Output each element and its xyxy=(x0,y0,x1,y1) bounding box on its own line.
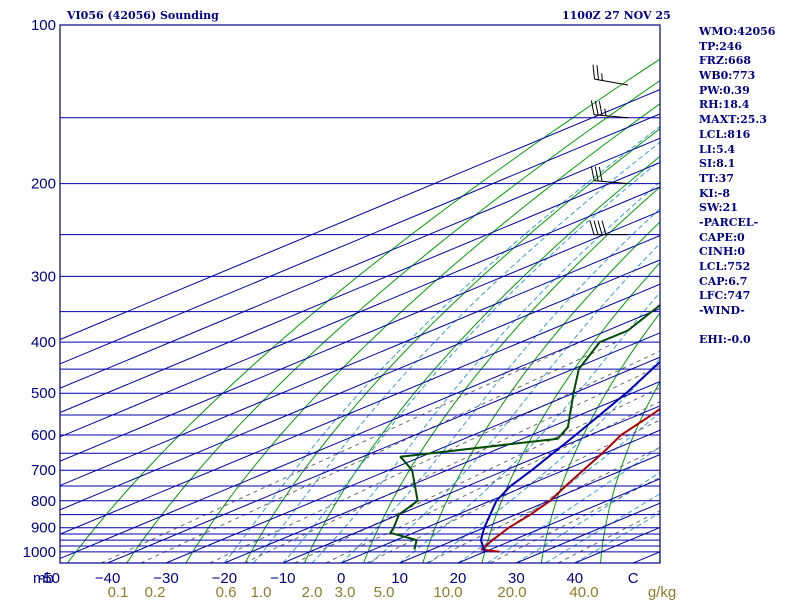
isotherm-line xyxy=(60,308,660,560)
mixing-ratio-line xyxy=(100,341,581,563)
temperature-tick-label: 0 xyxy=(337,570,345,587)
index-line: LCL:752 xyxy=(699,260,751,273)
mixing-ratio-label: 10.0 xyxy=(433,584,462,600)
isotherm-line xyxy=(60,210,660,462)
dry-adiabat-line xyxy=(126,79,660,563)
pressure-tick-label: 400 xyxy=(31,334,56,351)
index-line: WMO:42056 xyxy=(699,25,776,38)
mixing-ratio-line xyxy=(294,387,660,563)
index-line xyxy=(699,319,775,334)
wind-barb xyxy=(590,166,629,185)
index-line: TT:37 xyxy=(699,171,734,185)
dewpoint-trace xyxy=(389,303,660,550)
index-line: LCL:816 xyxy=(699,127,751,141)
pressure-tick-label: 1000 xyxy=(23,544,56,561)
temperature-tick-label: 30 xyxy=(508,570,525,587)
index-line: FRZ:668 xyxy=(699,54,752,68)
index-line: MAXT:25.3 xyxy=(699,113,767,127)
mixing-ratio-line xyxy=(140,341,617,563)
isotherm-line xyxy=(60,89,660,341)
pressure-unit-label: mb xyxy=(33,570,54,587)
pressure-tick-label: 100 xyxy=(31,17,56,34)
mixing-ratio-label: 40.0 xyxy=(569,584,598,600)
mixing-ratio-unit-label: g/kg xyxy=(648,584,676,600)
index-line: -PARCEL- xyxy=(699,215,759,229)
temperature-tick-label: −10 xyxy=(270,570,295,587)
mixing-ratio-label: 5.0 xyxy=(374,584,395,600)
temperature-tick-label: 20 xyxy=(450,570,467,587)
index-line: SW:21 xyxy=(699,201,738,215)
isotherm-line xyxy=(60,235,660,487)
pressure-tick-label: 800 xyxy=(31,493,56,510)
temperature-trace xyxy=(480,407,660,553)
index-line: KI:-8 xyxy=(699,186,730,200)
temperature-tick-label: C xyxy=(628,570,639,587)
isotherm-line xyxy=(60,137,660,389)
mixing-ratio-label: 20.0 xyxy=(497,584,526,600)
dry-adiabat-line xyxy=(185,103,660,563)
isotherm-line xyxy=(107,332,660,563)
isotherm-line xyxy=(165,356,660,563)
index-line: -WIND- xyxy=(699,304,745,318)
index-line: PW:0.39 xyxy=(699,83,750,97)
dry-adiabat-line xyxy=(775,25,800,565)
mixing-ratio-label: 0.1 xyxy=(108,584,129,600)
index-line: CINH:0 xyxy=(699,245,746,259)
moist-adiabat-line xyxy=(282,159,660,563)
pressure-tick-label: 700 xyxy=(31,462,56,479)
mixing-ratio-line xyxy=(244,365,660,563)
pressure-tick-label: 200 xyxy=(31,176,56,193)
isotherm-line xyxy=(60,162,660,414)
mixing-ratio-label: 0.2 xyxy=(145,584,166,600)
mixing-ratio-label: 2.0 xyxy=(302,584,323,600)
index-line: TP:246 xyxy=(699,39,743,53)
index-line: EHI:-0.0 xyxy=(699,333,751,347)
plot-frame xyxy=(59,24,661,564)
isotherm-line xyxy=(60,259,660,511)
temperature-tick-label: 40 xyxy=(566,570,583,587)
mixing-ratio-line xyxy=(209,350,660,563)
isotherm-line xyxy=(341,429,660,563)
isotherm-line xyxy=(399,453,660,563)
temperature-tick-label: −30 xyxy=(153,570,178,587)
mixing-ratio-label: 3.0 xyxy=(335,584,356,600)
isotherm-line xyxy=(60,186,660,438)
pressure-tick-label: 300 xyxy=(31,268,56,285)
indices-panel: WMO:42056 TP:246 FRZ:668 WB0:773 PW:0.39 RH:1… xyxy=(699,25,775,348)
pressure-tick-label: 500 xyxy=(31,385,56,402)
isotherm-line xyxy=(60,283,660,535)
mixing-ratio-label: 1.0 xyxy=(251,584,272,600)
mixing-ratio-line xyxy=(426,446,660,563)
parcel-trace xyxy=(479,360,660,553)
index-line: SI:8.1 xyxy=(699,157,736,171)
index-line: LI:5.4 xyxy=(699,142,736,156)
isotherm-line xyxy=(224,380,660,563)
temperature-tick-label: −20 xyxy=(212,570,237,587)
mixing-ratio-line xyxy=(558,509,660,563)
mixing-ratio-label: 0.6 xyxy=(216,584,237,600)
temperature-tick-label: 10 xyxy=(391,570,408,587)
isotherm-line xyxy=(60,113,660,365)
wind-barb xyxy=(590,100,629,119)
index-line: WB0:773 xyxy=(699,69,756,83)
isotherm-line xyxy=(282,405,660,563)
mixing-ratio-line xyxy=(490,476,660,563)
index-line: CAP:6.7 xyxy=(699,274,748,288)
temperature-tick-label: -50 xyxy=(38,570,60,587)
wind-barb xyxy=(592,64,629,86)
pressure-tick-label: 600 xyxy=(31,427,56,444)
index-line: RH:18.4 xyxy=(699,98,750,112)
index-line: LFC:747 xyxy=(699,289,751,303)
index-line: CAPE:0 xyxy=(699,230,745,244)
mixing-ratio-line xyxy=(366,419,660,563)
wind-barb xyxy=(589,220,628,236)
station-title: VI056 (42056) Sounding xyxy=(67,9,219,22)
time-title: 1100Z 27 NOV 25 xyxy=(562,9,671,22)
temperature-tick-label: −40 xyxy=(95,570,120,587)
pressure-tick-label: 900 xyxy=(31,520,56,537)
mixing-ratio-line xyxy=(325,400,660,563)
